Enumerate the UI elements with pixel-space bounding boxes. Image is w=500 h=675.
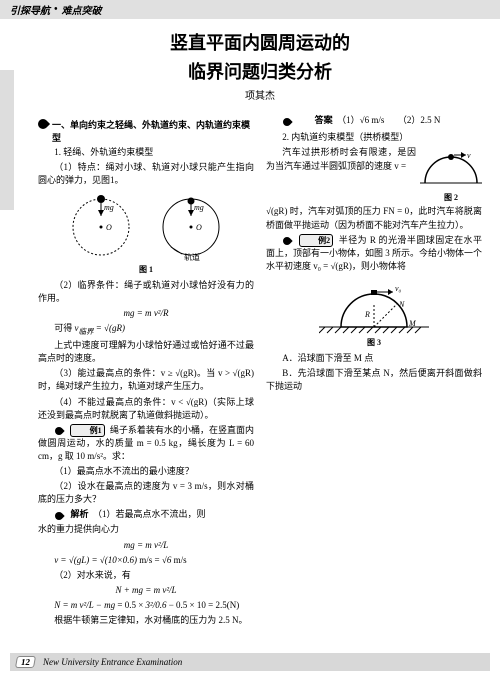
formula-1: mg = m v²/R — [38, 307, 254, 320]
figure-3-caption: 图 3 — [266, 337, 482, 348]
figure-3: v₀ R N M 图 3 — [266, 277, 482, 348]
leaf-icon — [54, 510, 65, 521]
side-tab — [0, 70, 14, 210]
figure-1-svg: O mg O mg 轨道 — [56, 192, 236, 262]
svg-text:v: v — [467, 151, 471, 160]
title-block: 竖直平面内圆周运动的 临界问题归类分析 项其杰 — [38, 27, 482, 108]
leaf-icon — [36, 117, 50, 131]
example-1-label: 例1 — [70, 424, 104, 438]
p-1-5: （3）能过最高点的条件：v ≥ √(gR)。当 v > √(gR) 时，绳对球产… — [38, 367, 254, 393]
svg-text:O: O — [196, 223, 202, 232]
sub-2: 2. 内轨道约束模型（拱桥模型） — [266, 131, 482, 144]
leaf-icon — [282, 235, 293, 246]
svg-text:O: O — [106, 223, 112, 232]
page-number: 12 — [15, 656, 36, 668]
p-1-3: 可得 v临界 = √(gR) — [38, 322, 254, 338]
fig2-block: v 图 2 汽车过拱形桥时会有限速，是因为当汽车通过半圆弧顶部的速度 v = — [266, 146, 482, 172]
figure-1-caption: 图 1 — [38, 264, 254, 275]
svg-text:轨道: 轨道 — [184, 252, 200, 262]
svg-text:mg: mg — [104, 203, 114, 212]
figure-3-svg: v₀ R N M — [319, 277, 429, 335]
example-2: 例2 半径为 R 的光滑半圆球固定在水平面上，顶部有一小物体，如图 3 所示。今… — [266, 234, 482, 274]
svg-text:M: M — [408, 319, 417, 328]
figure-1: O mg O mg 轨道 图 1 — [38, 192, 254, 275]
page-header: 引探导航 • 难点突破 — [0, 0, 500, 19]
ex1-answer: 答案 （1）√6 m/s （2）2.5 N — [266, 114, 482, 127]
ex1-q2: （2）设水在最高点的速度为 v = 3 m/s，则水对桶底的压力多大？ — [38, 480, 254, 506]
example-2-label: 例2 — [299, 234, 333, 248]
title-line2: 临界问题归类分析 — [38, 60, 482, 85]
ex2-optB: B．先沿球面下滑至某点 N，然后便离开斜面做斜下抛运动 — [266, 367, 482, 393]
ex1-r3: 根据牛顿第三定律知，水对桶底的压力为 2.5 N。 — [38, 614, 254, 627]
footer-text: New University Entrance Examination — [43, 657, 182, 667]
svg-text:v₀: v₀ — [395, 284, 402, 293]
ex1-r1: 水的重力提供向心力 — [38, 523, 254, 536]
ex1-r2: （2）对水来说，有 — [38, 569, 254, 582]
header-dot: • — [54, 4, 58, 15]
section-1-title: 一、单向约束之轻绳、外轨道约束、内轨道约束模型 — [52, 118, 254, 144]
s2-p2: √(gR) 时，汽车对弧顶的压力 FN = 0，此时汽车将脱离桥面做平抛运动（因… — [266, 205, 482, 231]
page-footer: 12 New University Entrance Examination — [10, 653, 490, 671]
header-right: 难点突破 — [62, 2, 102, 17]
formula-5: N = m v²/L − mg = 0.5 × 3²/0.6 − 0.5 × 1… — [38, 599, 254, 612]
formula-3: v = √(gL) = √(10×0.6) m/s = √6 m/s — [38, 554, 254, 567]
p-1-6: （4）不能过最高点的条件：v < √(gR)（实际上球还没到最高点时就脱离了轨道… — [38, 396, 254, 422]
p-1-1: （1）特点：绳对小球、轨道对小球只能产生指向圆心的弹力，见图1。 — [38, 161, 254, 187]
p-1-4: 上式中速度可理解为小球恰好通过或恰好通不过最高点时的速度。 — [38, 339, 254, 365]
formula-4: N + mg = m v²/L — [38, 584, 254, 597]
example-1: 例1 绳子系着装有水的小桶，在竖直面内做圆周运动，水的质量 m = 0.5 kg… — [38, 424, 254, 464]
leaf-icon — [282, 116, 293, 127]
page-content: 竖直平面内圆周运动的 临界问题归类分析 项其杰 一、单向约束之轻绳、外轨道约束、… — [0, 19, 500, 632]
author: 项其杰 — [38, 87, 482, 102]
figure-2-caption: 图 2 — [420, 192, 482, 203]
figure-2: v 图 2 — [420, 148, 482, 203]
p-1-2: （2）临界条件：绳子或轨道对小球恰好没有力的作用。 — [38, 279, 254, 305]
ex2-optA: A．沿球面下滑至 M 点 — [266, 352, 482, 365]
analysis-label: 解析 — [70, 509, 88, 519]
svg-text:N: N — [398, 300, 405, 309]
sub-1-1: 1. 轻绳、外轨道约束模型 — [38, 146, 254, 159]
svg-text:mg: mg — [194, 203, 204, 212]
ex1-analysis: 解析 （1）若最高点水不流出，则 — [38, 508, 254, 521]
header-left: 引探导航 — [10, 2, 50, 17]
leaf-icon — [54, 425, 65, 436]
formula-2: mg = m v²/L — [38, 539, 254, 552]
svg-text:R: R — [364, 310, 370, 319]
ex1-q1: （1）最高点水不流出的最小速度？ — [38, 465, 254, 478]
answer-label: 答案 — [298, 114, 332, 127]
figure-2-svg: v — [420, 148, 482, 188]
section-1-head: 一、单向约束之轻绳、外轨道约束、内轨道约束模型 — [38, 118, 254, 144]
title-line1: 竖直平面内圆周运动的 — [38, 31, 482, 56]
